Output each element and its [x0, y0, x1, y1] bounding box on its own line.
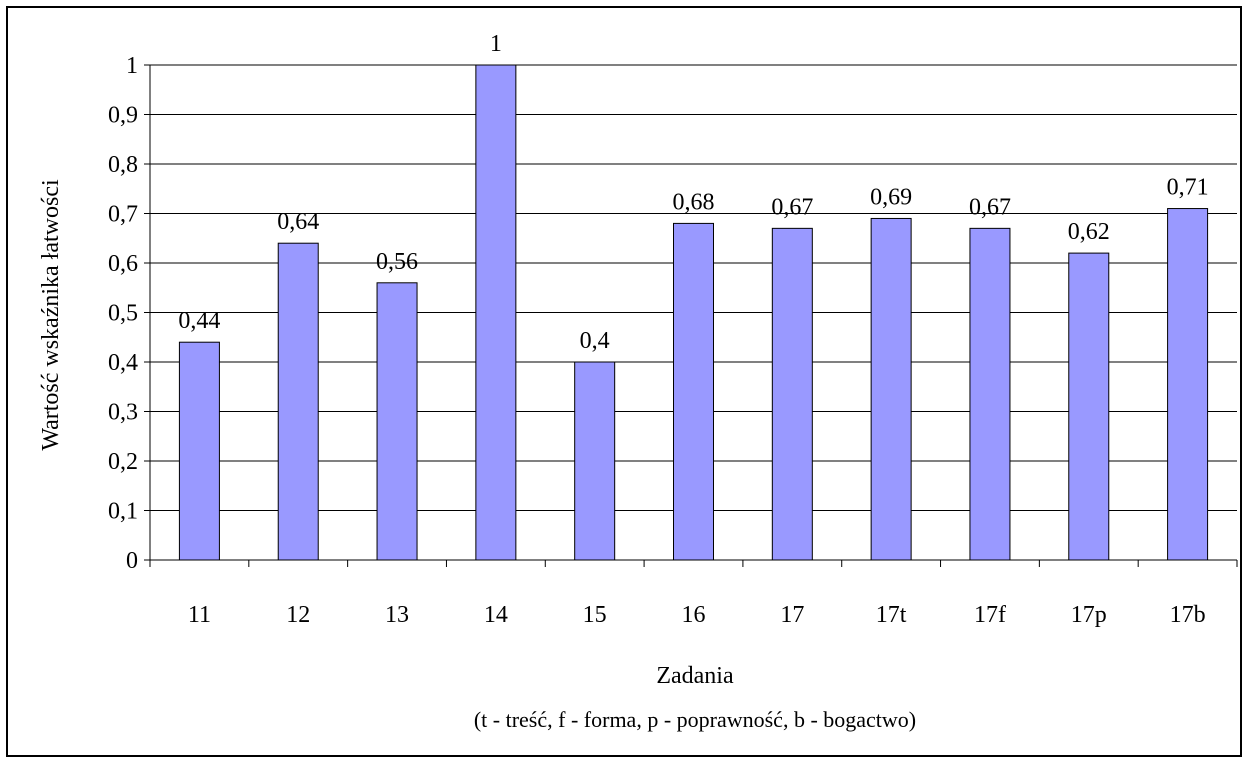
- y-tick-labels: 0 0,1 0,2 0,3 0,4 0,5 0,6 0,7 0,8 0,9 1: [108, 53, 138, 574]
- bar: [870, 217, 912, 561]
- bar: [1068, 252, 1110, 561]
- data-label: 0,56: [376, 249, 418, 275]
- gridlines: [150, 64, 1237, 511]
- y-tick-label: 0: [126, 548, 138, 574]
- data-label: 0,62: [1068, 219, 1110, 245]
- x-tick-label: 17p: [1071, 602, 1107, 628]
- y-axis-title: Wartość wskaźnika łatwości: [38, 179, 64, 451]
- bar: [673, 222, 714, 561]
- data-label: 0,71: [1167, 175, 1209, 201]
- y-tick-label: 0,6: [108, 251, 138, 277]
- x-tick-label: 17b: [1170, 602, 1206, 628]
- data-label: 0,67: [969, 194, 1011, 220]
- data-label: 0,44: [178, 308, 220, 334]
- y-tick-label: 0,2: [108, 449, 138, 475]
- y-tick-label: 1: [126, 53, 138, 79]
- bar: [475, 64, 517, 561]
- y-tick-label: 0,4: [108, 350, 138, 376]
- x-tick-label: 12: [286, 602, 310, 628]
- x-tick-label: 17f: [974, 602, 1006, 628]
- x-tick-label: 17: [780, 602, 804, 628]
- y-tick-label: 0,9: [108, 103, 138, 129]
- axes: [144, 64, 1238, 567]
- y-tick-label: 0,3: [108, 400, 138, 426]
- x-tick-labels: 11 12 13 14 15 16 17 17t 17f 17p 17b: [188, 602, 1206, 628]
- y-tick-label: 0,7: [108, 202, 138, 228]
- x-tick-label: 16: [682, 602, 706, 628]
- data-label: 0,69: [870, 184, 912, 210]
- x-axis-title: Zadania: [656, 663, 734, 689]
- data-label: 0,4: [580, 328, 610, 354]
- data-label: 0,64: [277, 209, 319, 235]
- bar: [969, 227, 1011, 561]
- x-axis-note: (t - treść, f - forma, p - poprawność, b…: [474, 707, 916, 732]
- y-tick-label: 0,1: [108, 499, 138, 525]
- x-tick-label: 15: [583, 602, 607, 628]
- bar: [277, 242, 319, 561]
- data-label: 0,68: [673, 189, 715, 215]
- data-labels: 0,44 0,64 0,56 1 0,4 0,68 0,67 0,69 0,67 0,62 0,71: [178, 31, 1208, 354]
- bar: [771, 227, 813, 561]
- x-tick-label: 14: [484, 602, 508, 628]
- x-tick-label: 11: [188, 602, 211, 628]
- y-tick-label: 0,5: [108, 301, 138, 327]
- x-tick-label: 13: [385, 602, 409, 628]
- bar: [376, 282, 418, 561]
- y-tick-label: 0,8: [108, 152, 138, 178]
- x-tick-label: 17t: [876, 602, 907, 628]
- bar: [1167, 208, 1209, 561]
- bar: [574, 361, 616, 561]
- bar: [178, 341, 220, 561]
- data-label: 0,67: [771, 194, 813, 220]
- data-label: 1: [490, 31, 502, 57]
